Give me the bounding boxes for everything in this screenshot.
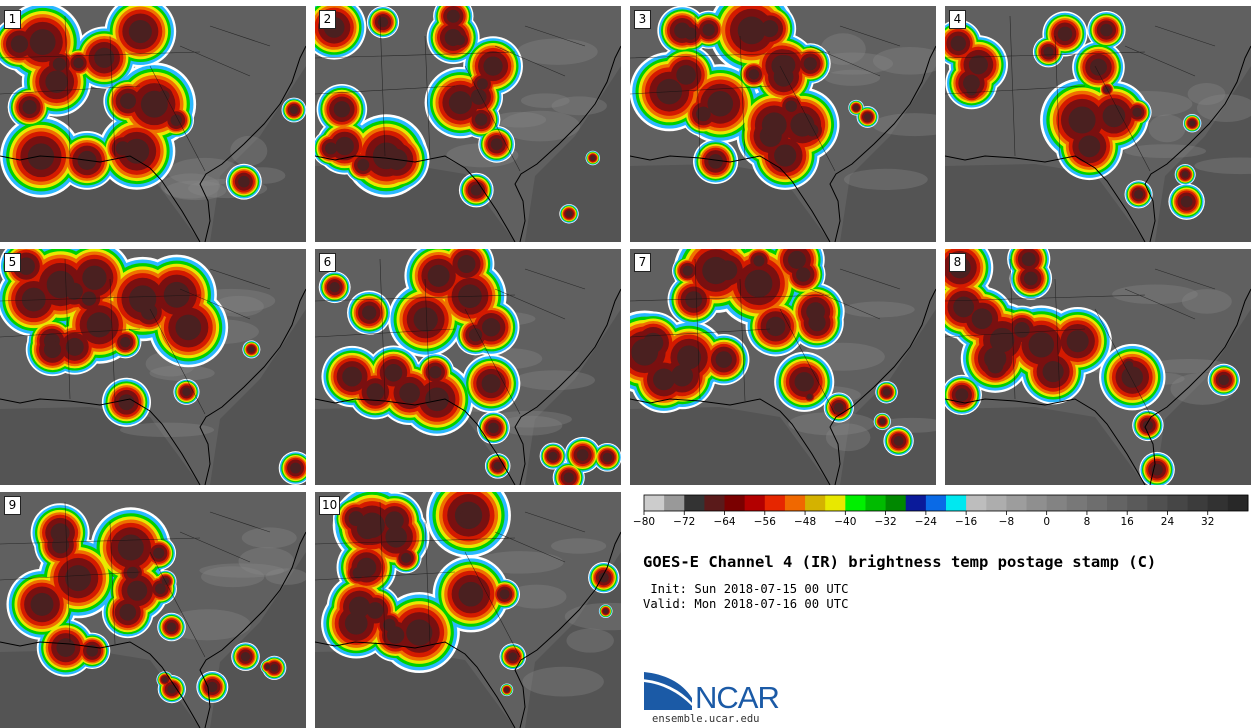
colorbar-tick-label: 8 [1083,516,1091,528]
colorbar-bin [1187,495,1209,511]
panel-number: 6 [319,253,336,272]
panel-number: 3 [634,10,651,29]
panel-number: 9 [4,496,21,515]
colorbar-tick-label: −48 [793,516,817,528]
ir-map [0,249,306,485]
colorbar-bin [1167,495,1189,511]
panel-number: 5 [4,253,21,272]
colorbar-bin [1107,495,1128,511]
ir-map [630,6,936,242]
ir-map [630,249,936,485]
panel-number: 7 [634,253,651,272]
colorbar-bin [684,495,705,511]
colorbar-bin [664,495,685,511]
colorbar-tick-label: −64 [713,516,736,528]
colorbar-bin [925,495,947,511]
colorbar-bin [905,495,927,511]
colorbar-bin [724,495,746,511]
logo-url: ensemble.ucar.edu [652,713,760,725]
colorbar-bin [644,495,665,511]
colorbar-tick-label: 24 [1160,516,1175,528]
colorbar-bin [704,495,726,511]
colorbar-bin [1066,495,1088,511]
colorbar-bin [946,495,967,511]
panel-number: 2 [319,10,336,29]
panel-number: 1 [4,10,21,29]
colorbar-bin [1227,495,1249,511]
logo-wordmark: NCAR [695,680,780,715]
colorbar-bin [885,495,907,511]
colorbar-tick-label: −72 [673,516,696,528]
init-time: Init: Sun 2018-07-15 00 UTC [643,582,849,596]
colorbar-bin [744,495,766,511]
panel-number: 8 [949,253,966,272]
colorbar-bin [784,495,806,511]
ncar-logo-icon [643,672,693,710]
colorbar-tick-label: −16 [955,516,978,528]
colorbar-tick-label: −8 [998,516,1015,528]
colorbar-bin [1006,495,1028,511]
colorbar-tick-label: 16 [1120,516,1134,528]
colorbar-bin [865,495,887,511]
colorbar-bin [1026,495,1048,511]
colorbar-bin [805,495,826,511]
colorbar-bin [1046,495,1068,511]
figure-title: GOES-E Channel 4 (IR) brightness temp po… [643,553,1157,571]
colorbar-tick-label: −56 [753,516,776,528]
colorbar-tick-label: −80 [632,516,656,528]
colorbar-tick-label: −40 [834,516,857,528]
stamp-panel-9: 9 [0,492,306,728]
colorbar-bin [1207,495,1229,511]
stamp-panel-1: 1 [0,6,306,242]
stamp-panel-5: 5 [0,249,306,485]
colorbar-bin [986,495,1007,511]
stamp-panel-10: 10 [315,492,621,728]
ir-map [945,6,1251,242]
ir-map [945,249,1251,485]
colorbar-bin [825,495,846,511]
stamp-panel-6: 6 [315,249,621,485]
colorbar-bin [1147,495,1168,511]
ir-map [0,6,306,242]
colorbar-bin [1127,495,1148,511]
colorbar-bin [966,495,987,511]
stamp-panel-2: 2 [315,6,621,242]
colorbar-bin [845,495,866,511]
ir-map [315,6,621,242]
stamp-panel-3: 3 [630,6,936,242]
colorbar-tick-label: −24 [914,516,937,528]
ir-map [0,492,306,728]
colorbar-bin [764,495,786,511]
valid-time: Valid: Mon 2018-07-16 00 UTC [643,597,849,611]
stamp-panel-8: 8 [945,249,1251,485]
colorbar-tick-label: 32 [1201,516,1215,528]
stamp-panel-4: 4 [945,6,1251,242]
stamp-panel-7: 7 [630,249,936,485]
panel-number: 10 [319,496,341,515]
ir-map [315,492,621,728]
colorbar-tick-label: −32 [874,516,897,528]
colorbar-tick-label: 0 [1043,516,1050,528]
panel-number: 4 [949,10,966,29]
colorbar-bin [1086,495,1108,511]
ir-map [315,249,621,485]
colorbar [643,494,1249,515]
